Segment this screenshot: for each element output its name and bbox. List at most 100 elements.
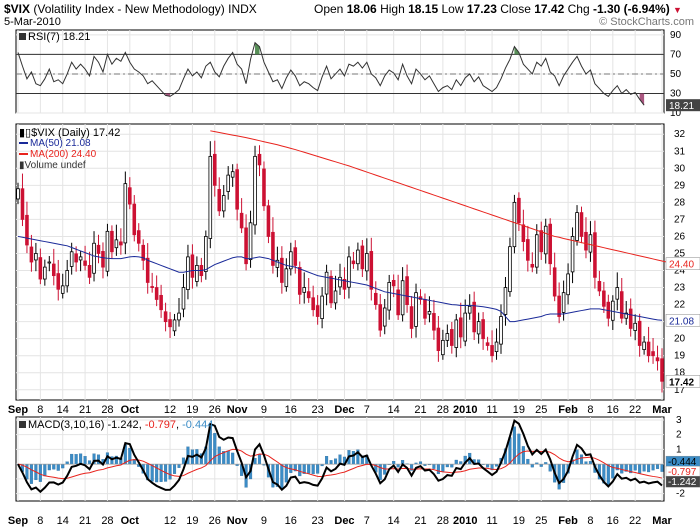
instrument-name: (Volatility Index - New Methodology) — [33, 2, 225, 16]
ohlc-summary: Open 18.06 High 18.15 Low 17.23 Close 17… — [314, 2, 682, 16]
candle-body — [212, 153, 217, 186]
x-tick-label-macd: 11 — [486, 515, 497, 527]
price-tick-label: 27 — [674, 214, 686, 225]
x-tick-label-macd: Oct — [121, 515, 140, 527]
macd-legend-name: MACD(3,10,16) — [28, 419, 105, 431]
x-tick-label-price: 8 — [37, 404, 43, 416]
macd-tick-label: -2 — [676, 489, 685, 500]
x-tick-label-price: 28 — [101, 404, 113, 416]
candle-body — [181, 287, 186, 310]
volume-legend-text: Volume undef — [24, 160, 86, 171]
candle-body — [660, 358, 664, 382]
macd-histogram-bar — [651, 464, 655, 471]
price-tick-label: 20 — [674, 334, 686, 345]
x-tick-label-price: 14 — [388, 404, 400, 416]
candle-body — [637, 320, 642, 346]
macd-histogram-bar — [181, 457, 186, 465]
x-tick-label-price: 16 — [285, 404, 297, 416]
macd-histogram-bar — [633, 464, 637, 471]
x-tick-label-price: 19 — [513, 404, 525, 416]
candle-body — [123, 183, 128, 244]
candle-body — [405, 276, 409, 305]
macd-histogram-bar — [530, 464, 534, 468]
candle-body — [499, 316, 503, 345]
close-value: 17.42 — [534, 2, 565, 16]
macd-histogram-bar — [231, 452, 235, 465]
candle-body — [432, 313, 436, 331]
x-tick-label-price: 28 — [437, 404, 449, 416]
x-tick-label-price: Dec — [334, 404, 354, 416]
x-tick-label-macd: 14 — [388, 515, 400, 527]
candle-body — [132, 203, 137, 236]
last-close-value-tag — [665, 375, 700, 388]
candle-body — [584, 231, 588, 251]
macd-histogram-bar — [253, 458, 257, 465]
price-panel — [16, 130, 676, 393]
x-tick-label-price: 19 — [186, 404, 198, 416]
macd-histogram-bar — [333, 458, 338, 465]
rsi-tick-label: 50 — [670, 69, 682, 80]
candle-body — [633, 322, 637, 331]
macd-histogram-bar — [642, 464, 646, 472]
macd-histogram-bar — [217, 446, 221, 465]
ma200-legend: MA(200) 24.40 — [19, 149, 96, 160]
candle-legend-icon: ▮▯ — [19, 127, 32, 139]
candle-body — [186, 256, 190, 290]
macd-tick-label: 2 — [676, 430, 682, 441]
high-label: High — [380, 2, 405, 16]
macd-histogram-bar — [56, 464, 60, 471]
price-tick-label: 30 — [674, 163, 686, 174]
price-frame — [15, 123, 665, 401]
macd-histogram-bar — [70, 453, 74, 465]
x-tick-label-price: 12 — [164, 404, 176, 416]
candle-body — [311, 297, 315, 311]
candle-body — [427, 311, 432, 315]
x-tick-label-price: 9 — [261, 404, 267, 416]
rsi-overbought-fill — [255, 42, 260, 55]
candle-body — [655, 357, 660, 362]
candle-body — [105, 230, 110, 272]
candle-body — [114, 239, 119, 249]
x-tick-label-price: 22 — [629, 404, 641, 416]
low-value: 17.23 — [466, 2, 497, 16]
ma50-line — [17, 235, 663, 323]
price-tick-label: 17 — [674, 385, 686, 396]
candle-body — [450, 329, 454, 346]
macd-histogram-bar — [579, 454, 584, 465]
candle-body — [338, 276, 342, 288]
candle-body — [628, 308, 633, 329]
candle-body — [472, 301, 476, 333]
chart-title: $VIX (Volatility Index - New Methodology… — [4, 2, 257, 16]
x-tick-label-macd: 26 — [209, 515, 221, 527]
macd-signal-line — [17, 448, 663, 480]
candle-body — [588, 234, 593, 253]
x-tick-label-macd: Sep — [8, 515, 28, 527]
candle-body — [34, 253, 38, 261]
macd-frame — [15, 416, 665, 502]
macd-histogram-bar — [325, 456, 329, 465]
candle-body — [615, 287, 620, 300]
candle-body — [195, 265, 199, 282]
price-tick-label: 28 — [674, 197, 686, 208]
macd-histogram-bar — [43, 464, 47, 477]
x-tick-label-price: 2010 — [453, 404, 477, 416]
candle-body — [172, 319, 177, 332]
x-tick-label-price: Nov — [227, 404, 249, 416]
candle-body — [476, 321, 481, 335]
x-tick-label-price: 8 — [587, 404, 593, 416]
price-tick-label: 26 — [674, 231, 686, 242]
x-tick-label-price: Mar — [652, 404, 672, 416]
axes: 103050709018.211718192021222324252627282… — [8, 30, 700, 527]
candle-body — [490, 345, 494, 357]
macd-histogram-bar — [298, 464, 302, 477]
rsi-legend-icon — [19, 33, 26, 40]
candle-body — [92, 242, 96, 274]
candle-body — [293, 247, 298, 266]
candle-body — [217, 189, 222, 212]
candle-body — [543, 225, 548, 255]
macd-value-tag — [665, 475, 700, 488]
candle-body — [570, 236, 575, 273]
volume-legend: ▮Volume undef — [19, 160, 86, 171]
x-tick-label-price: 11 — [486, 404, 497, 416]
candle-body — [329, 275, 333, 304]
